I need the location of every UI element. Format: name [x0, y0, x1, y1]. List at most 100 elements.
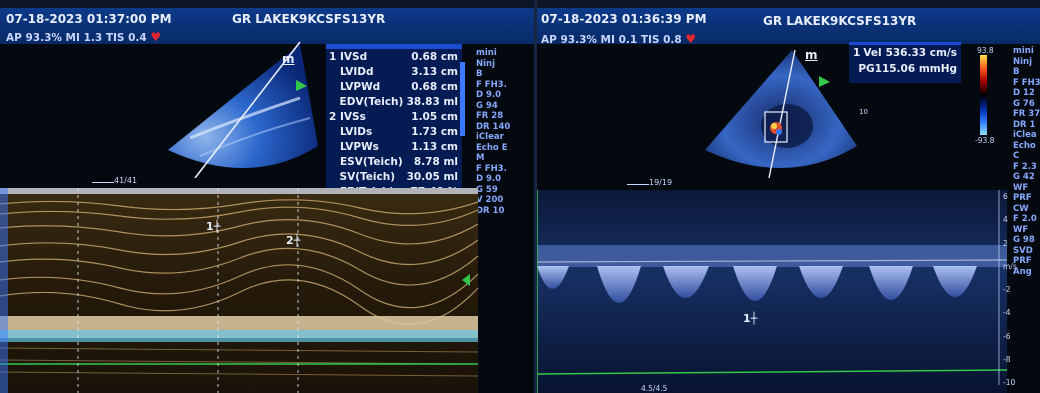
- sidebar-param: mini: [1013, 46, 1034, 56]
- right-orientation-marker: [819, 76, 830, 87]
- heart-icon: ♥: [685, 32, 697, 46]
- left-bmode-sector: [168, 41, 318, 178]
- right-ultrasound-screen: 07-18-2023 01:36:39 PM GR LAKEK9KCSFS13Y…: [537, 8, 1040, 393]
- measurement-value: 1.73 cm: [411, 126, 458, 139]
- measurement-label: LVIDs: [340, 126, 373, 139]
- measurement-value: 8.78 ml: [413, 156, 458, 169]
- measurement-label: ESV(Teich): [340, 156, 403, 169]
- left-header-bar: [0, 8, 534, 44]
- monitor-bezel: [534, 0, 537, 393]
- sidebar-param: DR 10: [476, 205, 505, 216]
- measurement-label: IVSd: [340, 50, 368, 63]
- measurement-value: 0.68 cm: [411, 80, 458, 93]
- measurement-value: 0.68 cm: [411, 50, 458, 63]
- velocity-row: PG 115.06 mmHg: [849, 61, 961, 77]
- sidebar-param: mini: [476, 48, 497, 58]
- sidebar-param: D 9.0: [476, 90, 502, 100]
- sidebar-param: SVD: [1013, 245, 1033, 256]
- measurement-label: IVSs: [340, 110, 366, 123]
- right-probe-marker: m: [805, 48, 818, 62]
- left-sector-fan: [168, 44, 318, 169]
- sidebar-param: iClea: [1013, 130, 1037, 140]
- sidebar-param: Ninj: [476, 58, 495, 69]
- left-caliper-2[interactable]: 2┼: [286, 234, 301, 247]
- measurement-row: EDV(Teich) 38.83 ml: [326, 94, 462, 109]
- velocity-row: 1 Vel 536.33 cm/s: [849, 45, 961, 61]
- measurement-value: 3.13 cm: [411, 65, 458, 78]
- color-velocity-scale: [980, 55, 987, 135]
- sidebar-param: G 76: [1013, 98, 1035, 109]
- sidebar-param: DR 1: [1013, 119, 1036, 130]
- heart-icon: ♥: [150, 30, 162, 44]
- measurement-value: 38.83 ml: [406, 95, 458, 108]
- sidebar-param: Echo E: [476, 142, 508, 153]
- measurement-value: 1.05 cm: [411, 110, 458, 123]
- sidebar-param: D 9.0: [476, 174, 502, 184]
- sidebar-param: WF: [1013, 182, 1029, 193]
- doppler-scale-tick: -2: [1003, 285, 1011, 294]
- right-frame-counter: 19/19: [649, 178, 673, 187]
- doppler-scale-tick: m/s: [1003, 261, 1017, 271]
- sidebar-param: F 2.3: [1013, 161, 1037, 172]
- measurement-row: ESV(Teich) 8.78 ml: [326, 155, 462, 170]
- doppler-waveforms: [537, 266, 977, 303]
- measurement-row: LVIDd 3.13 cm: [326, 64, 462, 79]
- sidebar-param: FR 28: [476, 111, 504, 121]
- mmode-trace-area: [0, 188, 478, 393]
- sidebar-param: G 59: [476, 184, 498, 195]
- left-acoustic-output: AP 93.3% MI 1.3 TIS 0.4 ♥: [6, 30, 162, 44]
- doppler-spectrum-area: [537, 190, 1007, 393]
- velocity-label: PG: [858, 63, 875, 75]
- left-caliper-1[interactable]: 1┼: [206, 220, 221, 233]
- measurement-label: LVPWd: [340, 80, 381, 93]
- measurement-label: SV(Teich): [339, 171, 396, 184]
- sidebar-param: G 42: [1013, 172, 1035, 182]
- left-sector-tissue: [189, 96, 301, 140]
- doppler-ecg-line: [537, 369, 1007, 375]
- measurement-label: EDV(Teich): [339, 95, 404, 108]
- doppler-scale-tick: -6: [1003, 331, 1011, 341]
- measurement-label: LVPWs: [340, 141, 379, 154]
- left-sector-tissue-2: [199, 117, 311, 157]
- measurement-row: SV(Teich) 30.05 ml: [326, 170, 462, 185]
- sidebar-param: G 98: [1013, 235, 1035, 245]
- sidebar-param: D 12: [1013, 88, 1035, 98]
- sidebar-param: PRF: [1013, 193, 1032, 203]
- left-patient-id: GR LAKEK9KCSFS13YR: [232, 12, 386, 26]
- color-scale-top: 93.8: [977, 46, 994, 55]
- sidebar-param: G 94: [476, 100, 498, 111]
- sidebar-param: F FH3: [1013, 77, 1040, 88]
- velocity-panel: 1 Vel 536.33 cm/s PG 115.06 mmHg: [849, 42, 961, 83]
- sidebar-param: F FH3.: [476, 163, 507, 174]
- sidebar-param: F FH3.: [476, 79, 507, 90]
- left-scroll-bar[interactable]: [460, 62, 465, 136]
- sidebar-param: Ang: [1013, 266, 1032, 277]
- color-scale-bottom: -93.8: [975, 136, 995, 145]
- right-cw-cursor-line: [768, 49, 796, 178]
- right-bmode-sector: [705, 49, 857, 178]
- sidebar-param: PRF: [1013, 256, 1032, 266]
- measurement-index: 1: [329, 50, 337, 63]
- measurement-row: 2 IVSs 1.05 cm: [326, 109, 462, 124]
- right-depth-marker: 10: [859, 108, 868, 116]
- doppler-scale-tick: 2: [1003, 238, 1008, 248]
- measurement-row: LVPWs 1.13 cm: [326, 140, 462, 155]
- right-param-sidebar: mini Ninj B F FH3 D 12 G 76 FR 37 DR 1 iClea Echo…: [1013, 46, 1040, 277]
- sidebar-param: F 2.0: [1013, 214, 1037, 224]
- velocity-value: 115.06 mmHg: [874, 63, 957, 75]
- velocity-value: 536.33 cm/s: [885, 47, 957, 59]
- left-edge-bar: [0, 188, 8, 393]
- velocity-label: Vel: [863, 47, 882, 59]
- left-counter-line: [92, 182, 114, 183]
- doppler-baseline: [537, 259, 1007, 263]
- sidebar-param: C: [1013, 151, 1020, 161]
- sidebar-param: B: [476, 69, 483, 79]
- doppler-caliper[interactable]: 1┼: [743, 312, 758, 325]
- color-doppler-box[interactable]: [764, 111, 788, 143]
- right-bottom-label: 4.5/4.5: [641, 384, 668, 393]
- doppler-scale-tick: -10: [1003, 378, 1016, 387]
- doppler-scale-tick: -8: [1003, 354, 1011, 364]
- doppler-scale-tick: 4: [1003, 215, 1008, 225]
- right-counter-line: [627, 184, 649, 185]
